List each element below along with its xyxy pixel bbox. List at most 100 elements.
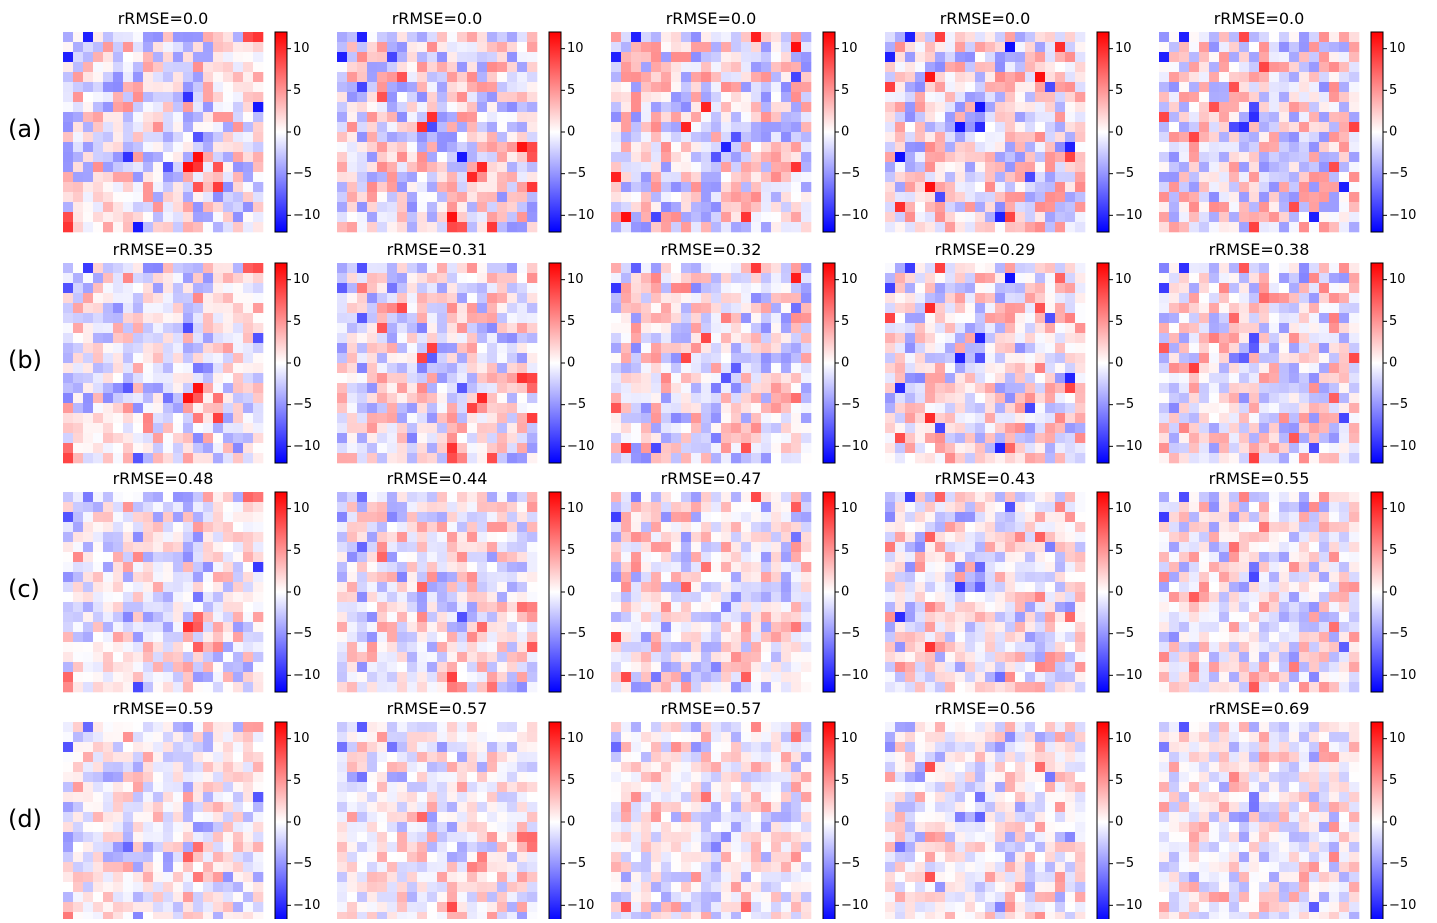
panel-title: rRMSE=0.0 (1214, 9, 1305, 28)
heatmap-cell (437, 52, 447, 62)
heatmap-cell (203, 303, 213, 313)
heatmap-cell (935, 92, 945, 102)
heatmap-cell (73, 172, 83, 182)
heatmap-cell (1065, 363, 1075, 373)
heatmap-cell (621, 393, 631, 403)
heatmap-cell (885, 42, 895, 52)
heatmap-cell (791, 283, 801, 293)
heatmap-cell (905, 132, 915, 142)
heatmap-cell (1025, 72, 1035, 82)
heatmap-cell (133, 52, 143, 62)
heatmap-cell (73, 612, 83, 622)
heatmap-cell (173, 682, 183, 692)
heatmap-cell (467, 602, 477, 612)
heatmap-cell (915, 52, 925, 62)
heatmap-cell (671, 263, 681, 273)
heatmap-cell (427, 283, 437, 293)
heatmap-cell (477, 532, 487, 542)
heatmap-cell (1189, 182, 1199, 192)
heatmap-cell (447, 152, 457, 162)
heatmap-cell (1299, 182, 1309, 192)
heatmap-cell (751, 423, 761, 433)
heatmap-cell (367, 552, 377, 562)
heatmap-cell (661, 263, 671, 273)
heatmap-cell (975, 42, 985, 52)
heatmap-cell (1209, 353, 1219, 363)
heatmap-cell (1269, 102, 1279, 112)
heatmap-cell (223, 343, 233, 353)
heatmap-cell (1209, 333, 1219, 343)
heatmap-cell (751, 82, 761, 92)
heatmap-cell (93, 122, 103, 132)
colorbar-tick-label: −10 (567, 208, 594, 223)
heatmap-cell (153, 102, 163, 112)
heatmap-cell (143, 652, 153, 662)
heatmap-cell (661, 373, 671, 383)
heatmap-cell (1229, 393, 1239, 403)
heatmap-cell (1349, 333, 1359, 343)
heatmap-cell (223, 263, 233, 273)
heatmap-cell (935, 102, 945, 112)
heatmap-cell (771, 393, 781, 403)
heatmap-cell (377, 612, 387, 622)
heatmap-cell (925, 313, 935, 323)
heatmap-cell (1035, 122, 1045, 132)
heatmap-cell (1289, 313, 1299, 323)
heatmap-cell (771, 413, 781, 423)
heatmap-cell (337, 433, 347, 443)
heatmap-cell (427, 632, 437, 642)
heatmap-cell (203, 62, 213, 72)
heatmap-cell (467, 62, 477, 72)
heatmap-cell (173, 212, 183, 222)
heatmap-cell (517, 343, 527, 353)
heatmap-cell (711, 152, 721, 162)
heatmap-cell (1319, 343, 1329, 353)
colorbar-tick-label: 5 (841, 314, 849, 329)
heatmap-cell (123, 492, 133, 502)
heatmap-cell (1289, 142, 1299, 152)
heatmap-cell (1055, 333, 1065, 343)
heatmap-cell (1239, 293, 1249, 303)
heatmap-cell (641, 222, 651, 232)
heatmap-cell (925, 72, 935, 82)
heatmap-cell (163, 502, 173, 512)
heatmap-cell (1339, 433, 1349, 443)
heatmap-cell (367, 313, 377, 323)
heatmap-cell (337, 222, 347, 232)
heatmap-cell (507, 52, 517, 62)
heatmap-cell (751, 333, 761, 343)
heatmap-cell (153, 353, 163, 363)
heatmap-cell (721, 222, 731, 232)
heatmap-cell (1289, 32, 1299, 42)
heatmap-cell (661, 293, 671, 303)
heatmap-cell (193, 443, 203, 453)
heatmap-cell (93, 263, 103, 273)
heatmap-cell (995, 323, 1005, 333)
heatmap-cell (1259, 353, 1269, 363)
heatmap-cell (63, 572, 73, 582)
heatmap-cell (367, 92, 377, 102)
heatmap-cell (1279, 453, 1289, 463)
heatmap-cell (203, 72, 213, 82)
heatmap-cell (377, 102, 387, 112)
heatmap-cell (771, 182, 781, 192)
heatmap-cell (1199, 42, 1209, 52)
heatmap-cell (223, 323, 233, 333)
heatmap-cell (1279, 403, 1289, 413)
heatmap-cell (407, 672, 417, 682)
heatmap-cell (133, 102, 143, 112)
heatmap-cell (791, 142, 801, 152)
heatmap-cell (213, 502, 223, 512)
heatmap-cell (1075, 42, 1085, 52)
heatmap-cell (123, 152, 133, 162)
heatmap-cell (1065, 293, 1075, 303)
heatmap-cell (975, 283, 985, 293)
heatmap-cell (1055, 82, 1065, 92)
heatmap-cell (771, 92, 781, 102)
heatmap-cell (1339, 403, 1349, 413)
heatmap-cell (1329, 453, 1339, 463)
heatmap-cell (1179, 433, 1189, 443)
heatmap-cell (103, 582, 113, 592)
heatmap-cell (447, 283, 457, 293)
heatmap-cell (427, 323, 437, 333)
